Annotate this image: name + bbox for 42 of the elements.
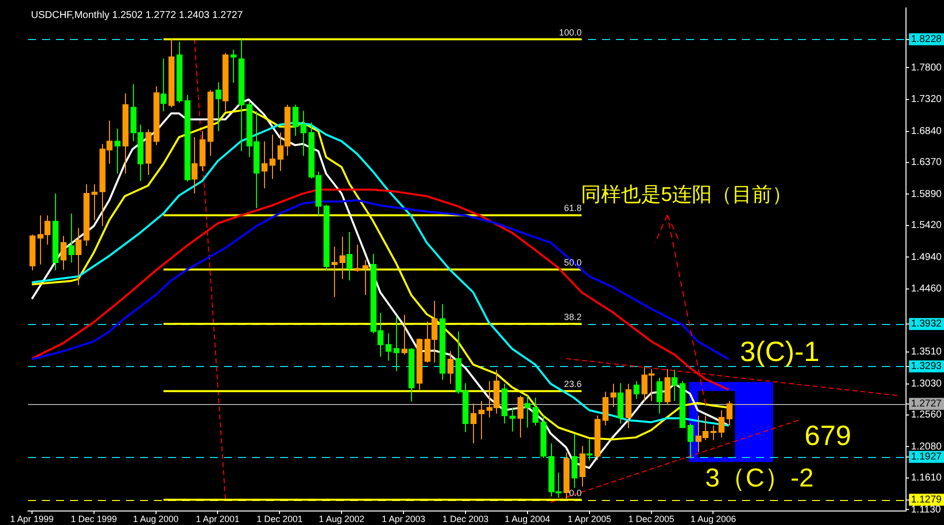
annotation: 23.6 [564, 379, 582, 390]
y-tick-label: 1.6370 [911, 157, 942, 168]
annotation: 100.0 [559, 27, 582, 38]
x-tick-label: 1 Aug 2002 [318, 514, 364, 524]
y-tick-label: 1.2727 [911, 398, 942, 410]
y-tick-label: 1.4460 [911, 284, 942, 295]
y-tick-label: 1.2080 [911, 441, 942, 452]
y-tick-label: 1.7800 [911, 62, 942, 74]
y-tick-label: 1.6840 [911, 126, 942, 138]
x-tick-label: 1 Apr 1999 [10, 514, 54, 524]
y-tick-label: 1.5890 [911, 188, 942, 200]
x-tick-label: 1 Dec 2001 [256, 514, 303, 524]
x-tick-label: 1 Dec 1999 [70, 514, 117, 524]
y-tick-label: 1.7320 [911, 94, 942, 106]
annotation: 3(C)-1 [740, 336, 820, 367]
x-tick-label: 1 Aug 2004 [504, 514, 550, 524]
x-tick-label: 1 Aug 2000 [132, 514, 179, 524]
y-tick-label: 1.1130 [911, 504, 942, 516]
x-tick-label: 1 Dec 2005 [628, 514, 674, 524]
annotation: 679 [804, 420, 852, 451]
y-tick-label: 1.2560 [911, 410, 942, 421]
annotation: 38.2 [564, 312, 582, 322]
y-tick-label: 1.3510 [911, 346, 942, 358]
annotation: 61.8 [564, 203, 582, 214]
y-tick-label: 1.5420 [911, 220, 942, 232]
y-tick-label: 1.4940 [911, 252, 942, 263]
y-tick-label: 1.3030 [911, 378, 942, 390]
y-tick-label: 1.1610 [911, 472, 942, 484]
y-tick-label: 1.1279 [911, 494, 942, 506]
x-tick-label: 1 Aug 2006 [690, 514, 736, 524]
annotation: 3（C）-2 [705, 462, 814, 492]
chart-title: USDCHF,Monthly 1.2502 1.2772 1.2403 1.2727 [31, 10, 244, 21]
x-tick-label: 1 Apr 2001 [196, 514, 240, 524]
x-tick-label: 1 Apr 2003 [382, 514, 426, 524]
y-tick-label: 1.3932 [911, 318, 942, 330]
y-tick-label: 1.8228 [911, 34, 942, 46]
y-tick-label: 1.3293 [911, 361, 942, 372]
annotation: 0.0 [569, 488, 582, 498]
annotation: 同样也是5连阳（目前） [580, 184, 792, 206]
x-tick-label: 1 Dec 2003 [442, 514, 488, 524]
x-tick-label: 1 Apr 2005 [568, 514, 612, 524]
y-tick-label: 1.1927 [911, 452, 942, 463]
